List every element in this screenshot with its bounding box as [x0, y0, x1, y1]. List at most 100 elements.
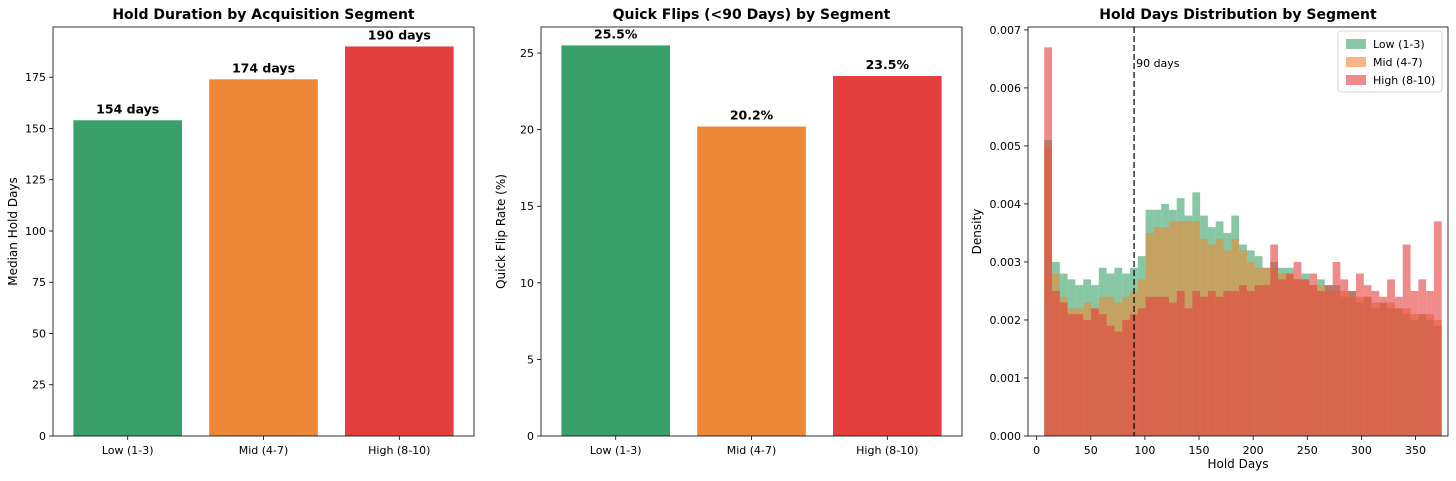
- histogram-bar: [1301, 279, 1310, 436]
- y-tick-label: 0: [527, 430, 534, 443]
- y-tick-label: 0.002: [990, 314, 1022, 327]
- y-tick-label: 25: [32, 379, 46, 392]
- histogram-bar: [1114, 331, 1123, 436]
- x-tick-label: 0: [1033, 444, 1040, 457]
- histogram-bar: [1231, 290, 1240, 436]
- histogram-bar: [1106, 325, 1115, 436]
- histogram-bar: [1309, 273, 1318, 436]
- data-label: 20.2%: [730, 108, 774, 123]
- y-tick-label: 0.000: [990, 430, 1022, 443]
- histogram-bar: [1044, 47, 1053, 437]
- histogram-bar: [1215, 296, 1224, 436]
- histogram-bar: [1426, 290, 1434, 436]
- histogram-bar: [1394, 296, 1403, 436]
- histogram-bar: [1075, 314, 1084, 436]
- axes-frame: [52, 26, 475, 437]
- bar: [561, 45, 671, 437]
- x-tick-label: High (8-10): [368, 444, 430, 457]
- histogram-bar: [1246, 290, 1255, 436]
- data-label: 23.5%: [866, 57, 910, 72]
- y-tick-label: 0.001: [990, 372, 1022, 385]
- x-tick-label: 350: [1405, 444, 1426, 457]
- y-tick-label: 125: [25, 174, 46, 187]
- legend-swatch: [1346, 57, 1366, 67]
- histogram-bar: [1067, 314, 1076, 436]
- y-tick-label: 5: [527, 353, 534, 366]
- bar: [344, 46, 454, 436]
- y-tick-label: 0.005: [990, 140, 1022, 153]
- y-tick-label: 175: [25, 71, 46, 84]
- histogram-bar: [1091, 308, 1099, 436]
- histogram-bar: [1145, 296, 1154, 436]
- histogram-bar: [1363, 285, 1372, 436]
- chart-title: Hold Duration by Acquisition Segment: [112, 7, 415, 23]
- y-tick-label: 10: [520, 277, 534, 290]
- histogram-bar: [1262, 285, 1271, 436]
- histogram-bar: [1192, 290, 1201, 436]
- chart-title: Quick Flips (<90 Days) by Segment: [613, 7, 891, 23]
- y-tick-label: 0.003: [990, 256, 1022, 269]
- histogram-bar: [1270, 244, 1279, 436]
- histogram-bar: [1387, 279, 1395, 436]
- data-label: 25.5%: [594, 26, 638, 41]
- x-axis-label: Hold Days: [1207, 457, 1268, 471]
- panel-hold-duration: Hold Duration by Acquisition Segment Medi…: [6, 7, 475, 457]
- x-tick-label: 200: [1243, 444, 1264, 457]
- histogram-bar: [1153, 296, 1162, 436]
- y-axis-label: Density: [970, 209, 984, 255]
- y-tick-label: 100: [25, 225, 46, 238]
- histogram-bar: [1433, 221, 1442, 436]
- histogram-bar: [1098, 314, 1107, 436]
- histogram-bar: [1348, 290, 1356, 436]
- data-label: 154 days: [96, 101, 159, 116]
- legend-label: Low (1-3): [1373, 38, 1425, 51]
- x-tick-label: Low (1-3): [102, 444, 154, 457]
- x-tick-label: Low (1-3): [590, 444, 642, 457]
- y-tick-label: 0: [39, 430, 46, 443]
- x-tick-label: 100: [1134, 444, 1155, 457]
- data-label: 174 days: [232, 60, 295, 75]
- histogram-bar: [1052, 290, 1060, 436]
- y-tick-label: 0.006: [990, 82, 1022, 95]
- bar: [209, 79, 318, 436]
- histogram-bar: [1317, 290, 1325, 436]
- histogram-bar: [1355, 273, 1364, 436]
- panel-hold-days-distribution: Hold Days Distribution by Segment Hold Da…: [970, 7, 1449, 471]
- histogram-bar: [1278, 279, 1286, 436]
- legend-label: High (8-10): [1373, 74, 1435, 87]
- histogram-bar: [1168, 302, 1177, 436]
- histogram-bar: [1184, 308, 1193, 436]
- y-tick-label: 25: [520, 47, 534, 60]
- histogram-bar: [1324, 285, 1333, 436]
- legend-swatch: [1346, 39, 1366, 49]
- reference-line-label: 90 days: [1136, 57, 1180, 70]
- histogram-bar: [1137, 308, 1146, 436]
- histogram-bar: [1207, 290, 1216, 436]
- y-tick-label: 150: [25, 122, 46, 135]
- histogram-bar: [1176, 290, 1185, 436]
- histogram-bar: [1379, 296, 1388, 436]
- histogram-bar: [1129, 314, 1138, 436]
- axes-frame: [1027, 26, 1449, 437]
- histogram-bar: [1418, 279, 1427, 436]
- histogram-bar: [1122, 319, 1130, 436]
- bar: [697, 126, 806, 437]
- x-tick-label: 150: [1189, 444, 1210, 457]
- histogram-bar: [1410, 290, 1419, 436]
- histogram-bar: [1371, 290, 1380, 436]
- histogram-bar: [1200, 296, 1208, 436]
- histogram-bar: [1285, 273, 1294, 436]
- axes-frame: [540, 26, 963, 437]
- histogram-bar: [1293, 261, 1302, 436]
- x-tick-label: Mid (4-7): [727, 444, 777, 457]
- histogram-bar: [1059, 302, 1068, 436]
- chart-title: Hold Days Distribution by Segment: [1099, 7, 1377, 23]
- y-tick-label: 15: [520, 200, 534, 213]
- legend: Low (1-3) Mid (4-7) High (8-10): [1337, 30, 1443, 93]
- y-tick-label: 50: [32, 327, 46, 340]
- x-tick-label: 250: [1297, 444, 1318, 457]
- y-tick-label: 0.007: [990, 24, 1022, 37]
- data-label: 190 days: [368, 27, 431, 42]
- x-tick-label: 300: [1351, 444, 1372, 457]
